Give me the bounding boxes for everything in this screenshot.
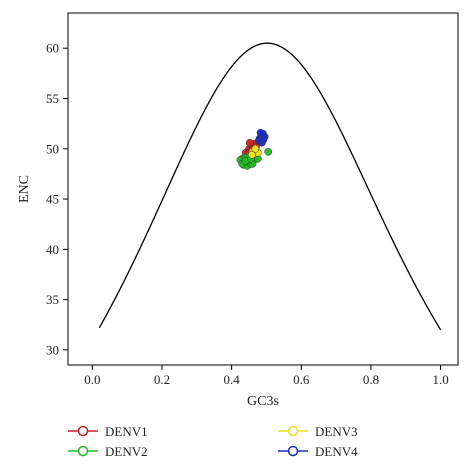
y-tick-label: 40 — [46, 242, 59, 257]
legend-item-denv3: DENV3 — [278, 424, 358, 439]
y-axis-label: ENC — [17, 175, 32, 203]
y-tick-label: 45 — [46, 192, 59, 207]
data-point-denv3 — [248, 150, 256, 159]
y-tick-label: 35 — [46, 292, 59, 307]
data-point-denv2 — [264, 147, 273, 156]
legend-label-denv4: DENV4 — [315, 444, 358, 459]
x-tick-label: 0.0 — [84, 372, 100, 387]
y-axis: 30 35 40 45 50 55 60 — [46, 41, 68, 357]
y-tick-label: 30 — [46, 342, 59, 357]
legend-marker-denv3 — [287, 425, 299, 437]
y-tick-label: 50 — [46, 141, 59, 156]
legend-item-denv1: DENV1 — [68, 424, 148, 439]
data-point-denv4 — [256, 128, 265, 137]
x-tick-label: 0.4 — [224, 372, 241, 387]
legend-label-denv2: DENV2 — [105, 444, 148, 459]
legend-marker-denv1 — [77, 425, 89, 437]
data-point-denv4 — [259, 135, 268, 144]
y-tick-label: 55 — [46, 91, 59, 106]
plot-frame — [67, 12, 459, 366]
legend-label-denv3: DENV3 — [315, 424, 358, 439]
legend-marker-denv4 — [287, 445, 299, 457]
legend: DENV1 DENV2 DENV3 DENV4 — [68, 424, 358, 459]
legend-marker-denv2 — [77, 445, 89, 457]
y-tick-label: 60 — [46, 41, 59, 56]
x-tick-label: 1.0 — [432, 372, 448, 387]
legend-item-denv2: DENV2 — [68, 444, 148, 459]
data-point-denv3 — [251, 144, 260, 153]
expected-enc-curve-layer — [98, 42, 442, 331]
expected-enc-curve — [98, 42, 442, 331]
legend-label-denv1: DENV1 — [105, 424, 148, 439]
x-axis-label: GC3s — [247, 394, 279, 409]
data-point-denv1 — [245, 138, 254, 147]
x-tick-label: 0.8 — [363, 372, 379, 387]
scatter-points-layer — [236, 128, 273, 170]
x-tick-label: 0.2 — [154, 372, 170, 387]
legend-item-denv4: DENV4 — [278, 444, 358, 459]
x-axis: 0.0 0.2 0.4 0.6 0.8 1.0 — [84, 365, 449, 387]
x-tick-label: 0.6 — [293, 372, 310, 387]
